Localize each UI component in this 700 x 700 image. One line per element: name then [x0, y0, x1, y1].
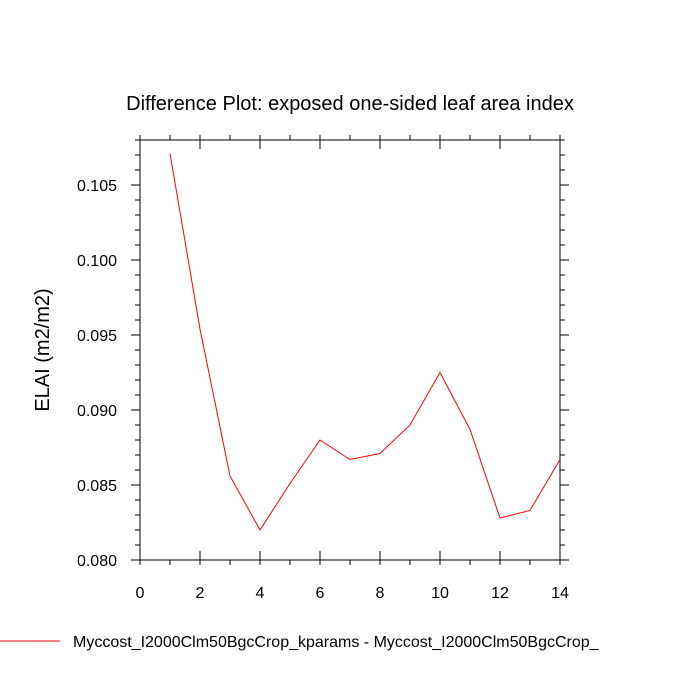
x-tick-label: 2 [196, 585, 205, 602]
y-tick-label: 0.085 [77, 478, 117, 495]
y-tick-label: 0.090 [77, 403, 117, 420]
y-axis-tick-labels: 0.080 0.085 0.090 0.095 0.100 0.105 [77, 178, 117, 570]
legend: Myccost_I2000Clm50BgcCrop_kparams - Mycc… [0, 634, 600, 651]
x-tick-label: 4 [256, 585, 265, 602]
series-layer [169, 153, 560, 531]
y-tick-label: 0.100 [77, 253, 117, 270]
legend-label: Myccost_I2000Clm50BgcCrop_kparams - Mycc… [73, 634, 600, 651]
y-tick-label: 0.095 [77, 328, 117, 345]
x-tick-label: 6 [316, 585, 325, 602]
x-axis-tick-labels: 0 2 4 6 8 10 12 14 [136, 585, 569, 602]
series-line [169, 153, 560, 531]
y-axis-label: ELAI (m2/m2) [32, 288, 54, 411]
y-tick-label: 0.105 [77, 178, 117, 195]
y-axis-ticks [131, 139, 569, 561]
x-tick-label: 12 [491, 585, 509, 602]
x-tick-label: 10 [431, 585, 449, 602]
chart-title: Difference Plot: exposed one-sided leaf … [126, 93, 574, 115]
plot-frame [139, 139, 561, 561]
x-tick-label: 14 [551, 585, 569, 602]
x-axis-ticks [139, 135, 561, 565]
y-tick-label: 0.080 [77, 553, 117, 570]
x-tick-label: 0 [136, 585, 145, 602]
x-tick-label: 8 [376, 585, 385, 602]
